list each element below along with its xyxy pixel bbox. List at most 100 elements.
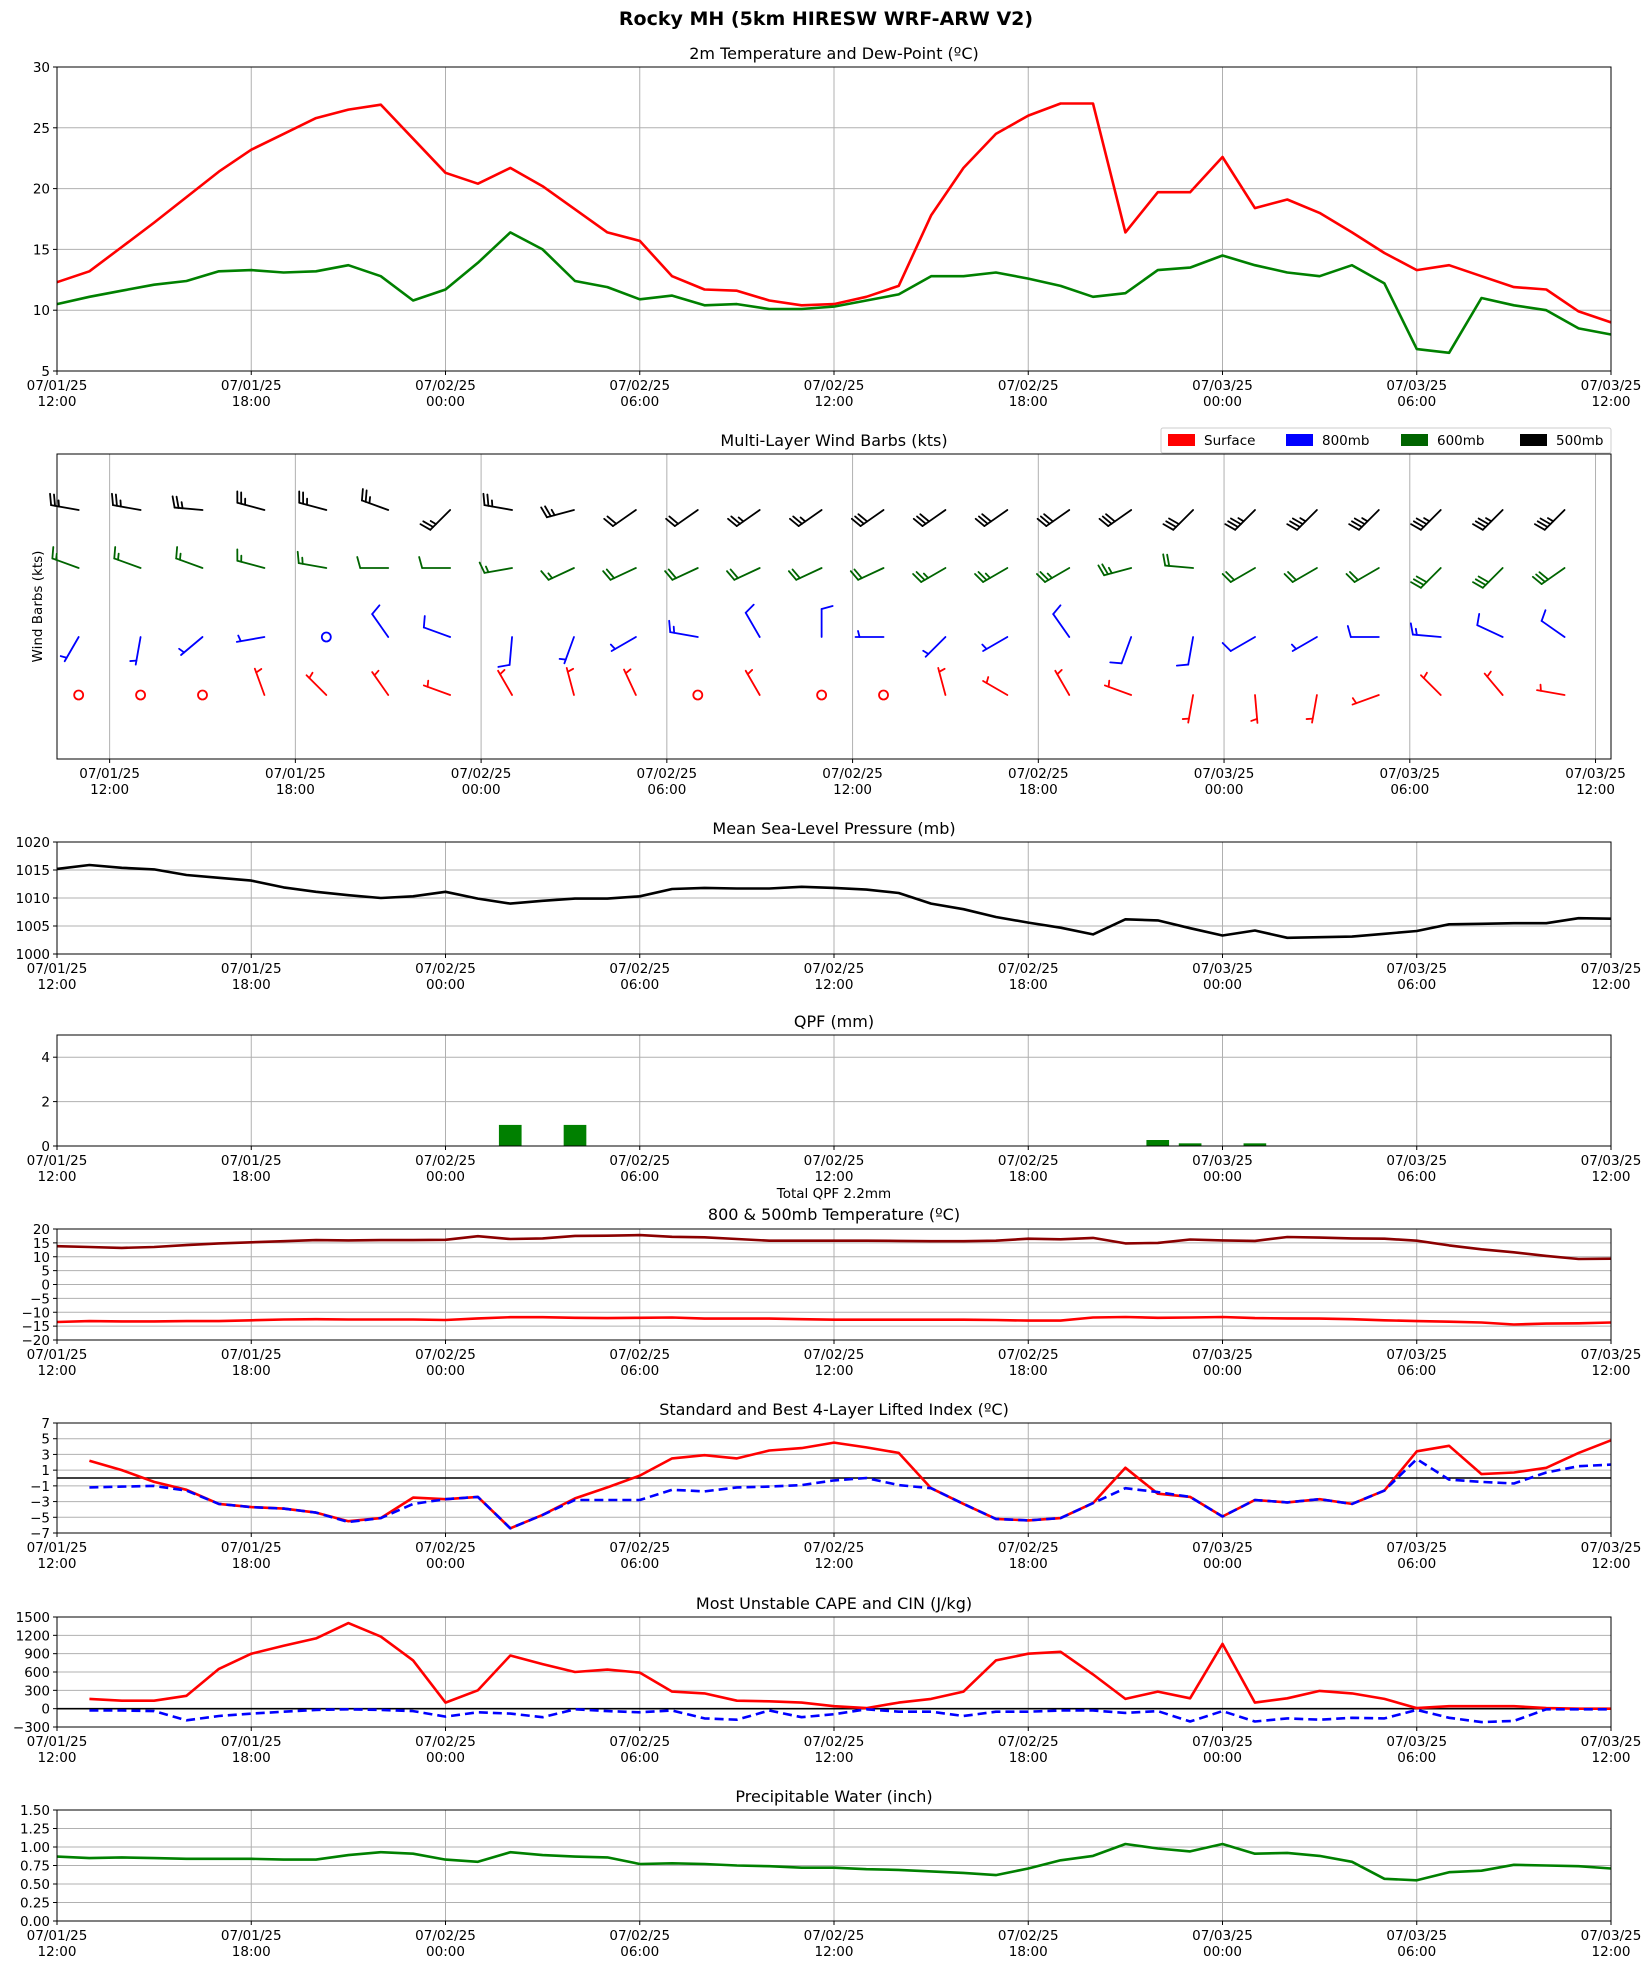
barb-feather <box>977 571 988 581</box>
wind-barb <box>787 567 823 581</box>
y-tick-label: 1010 <box>16 891 50 907</box>
barb-half-feather <box>1056 669 1063 676</box>
wind-barb <box>820 605 834 638</box>
legend-swatch <box>1401 434 1428 446</box>
barb-half-feather <box>624 668 632 675</box>
y-tick-label: −7 <box>30 1526 50 1542</box>
y-tick-label: −5 <box>30 1291 50 1307</box>
barb-feather <box>1410 581 1422 589</box>
panel-mslp: Mean Sea-Level Pressure (mb) 1000 1005 1010… <box>16 819 1642 993</box>
wind-barb <box>296 550 328 569</box>
x-tick-time: 12:00 <box>38 1944 77 1960</box>
x-tick-time: 00:00 <box>426 977 465 993</box>
x-tick-time: 18:00 <box>1019 782 1058 798</box>
x-tick-time: 06:00 <box>620 1169 659 1185</box>
series-line-t500 <box>56 1315 1612 1326</box>
barb-half-feather <box>566 667 575 673</box>
x-tick-time: 06:00 <box>620 977 659 993</box>
wind-barb <box>981 636 1009 652</box>
barb-feather <box>605 568 616 580</box>
wind-barb <box>668 619 699 638</box>
barb-feather <box>1540 609 1547 622</box>
x-tick-time: 18:00 <box>232 394 271 410</box>
legend-label: 600mb <box>1437 433 1485 449</box>
barb-feather <box>912 517 924 527</box>
x-tick-time: 06:00 <box>620 1750 659 1766</box>
x-tick-date: 07/01/25 <box>265 766 326 782</box>
barb-half-feather <box>255 668 263 674</box>
wind-barb <box>1305 694 1318 724</box>
x-tick-time: 18:00 <box>232 1556 271 1572</box>
barb-feather <box>912 573 923 583</box>
y-tick-label: 20 <box>33 182 50 198</box>
wind-barb <box>1409 622 1442 638</box>
wind-barb <box>726 567 761 581</box>
wind-barb <box>1286 509 1318 531</box>
barb-feather <box>1221 573 1232 583</box>
barb-feather <box>744 603 755 614</box>
barb-feather <box>1349 571 1359 581</box>
barb-feather <box>1538 571 1550 581</box>
x-tick-date: 07/01/25 <box>27 1153 88 1169</box>
x-tick-date: 07/01/25 <box>221 1540 282 1556</box>
y-tick-label: 20 <box>33 1222 50 1238</box>
wind-barb <box>482 492 513 511</box>
barb-half-feather <box>1237 517 1245 523</box>
x-tick-date: 07/03/25 <box>1192 1928 1253 1944</box>
x-tick-date: 07/01/25 <box>221 378 282 394</box>
barb-feather <box>974 573 985 583</box>
x-tick-date: 07/01/25 <box>27 378 88 394</box>
x-tick-date: 07/03/25 <box>1581 1734 1642 1750</box>
x-tick-date: 07/01/25 <box>27 1347 88 1363</box>
wind-barb <box>1476 613 1504 638</box>
x-tick-time: 18:00 <box>1009 394 1048 410</box>
y-tick-label: 0 <box>41 1278 50 1294</box>
wind-barb <box>602 567 637 581</box>
barb-feather <box>820 605 834 610</box>
y-tick-label: −20 <box>22 1333 51 1349</box>
x-tick-date: 07/02/25 <box>637 766 698 782</box>
barb-half-feather <box>237 634 242 643</box>
barb-half-feather <box>1361 517 1369 523</box>
y-tick-label: 900 <box>24 1647 50 1663</box>
wind-barb <box>1036 509 1071 527</box>
x-tick-time: 18:00 <box>1009 1944 1048 1960</box>
barb-feather <box>1036 573 1046 583</box>
wind-barb <box>744 603 761 638</box>
wind-barb <box>422 615 452 638</box>
x-tick-date: 07/03/25 <box>1192 1153 1253 1169</box>
x-tick-time: 12:00 <box>815 1944 854 1960</box>
barb-half-feather <box>499 669 506 676</box>
wind-barb <box>922 636 947 658</box>
wind-barb <box>361 488 390 511</box>
barb-feather <box>1291 517 1304 526</box>
barb-feather <box>1346 625 1352 638</box>
y-tick-label: −300 <box>13 1720 50 1736</box>
x-tick-date: 07/03/25 <box>1386 1540 1447 1556</box>
series-line-mslp <box>56 863 1612 940</box>
barb-feather <box>1039 571 1050 581</box>
barb-feather <box>486 493 490 507</box>
wind-barb <box>1348 509 1380 531</box>
barb-feather <box>49 492 52 507</box>
x-tick-date: 07/03/25 <box>1379 766 1440 782</box>
wind-barb <box>609 636 637 652</box>
y-tick-label: 10 <box>33 1250 50 1266</box>
x-tick-time: 12:00 <box>38 1363 77 1379</box>
barb-feather <box>1533 523 1546 531</box>
wind-barb <box>664 567 699 581</box>
x-tick-date: 07/02/25 <box>415 1734 476 1750</box>
barb-feather <box>1043 513 1054 523</box>
wind-barb <box>175 546 204 569</box>
barb-half-feather <box>1046 572 1053 579</box>
x-tick-time: 18:00 <box>276 782 315 798</box>
x-tick-time: 00:00 <box>426 1169 465 1185</box>
wind-barb <box>235 634 266 643</box>
legend-item-800mb: 800mb <box>1286 433 1370 449</box>
barb-feather <box>422 520 435 528</box>
x-tick-time: 06:00 <box>1397 1169 1436 1185</box>
x-tick-time: 00:00 <box>426 1944 465 1960</box>
barb-shaft <box>1540 620 1566 638</box>
panel-t800500: 800 & 500mb Temperature (ºC)−20−15−10−50… <box>22 1205 1642 1379</box>
barb-feather <box>1039 515 1051 525</box>
